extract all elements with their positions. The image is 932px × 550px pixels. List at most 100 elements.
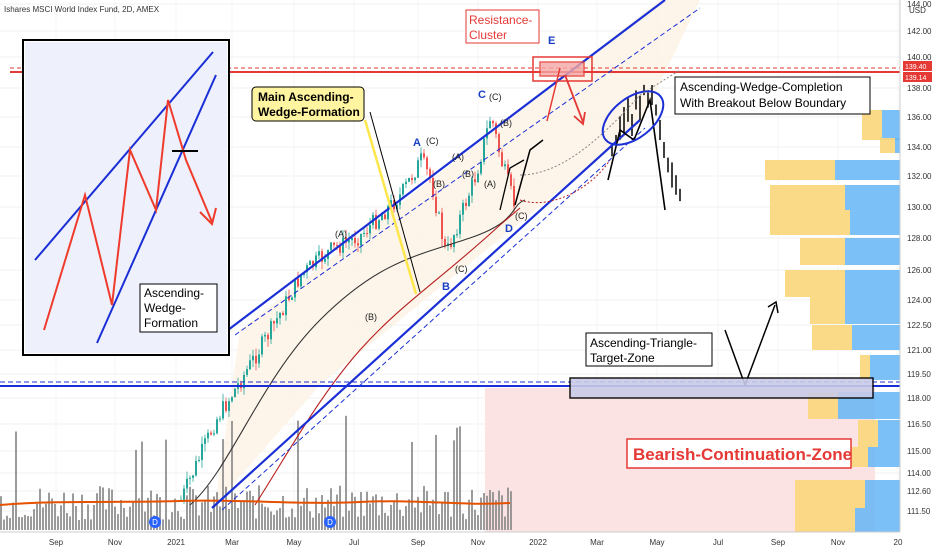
wave-label: C xyxy=(478,89,486,101)
candle-body xyxy=(270,321,272,339)
candle-body xyxy=(261,336,263,354)
volume-profile-up xyxy=(860,355,870,380)
volume-bar xyxy=(477,515,479,530)
target-zone-line-1: Ascending-Triangle- xyxy=(590,336,697,350)
candle-body xyxy=(201,444,203,460)
volume-bar xyxy=(438,514,440,530)
volume-bar xyxy=(81,495,83,530)
x-tick-label: Jul xyxy=(713,538,723,547)
candle-body xyxy=(471,179,473,195)
candle-body xyxy=(267,335,269,339)
wave-label: (C) xyxy=(455,264,468,274)
volume-bar xyxy=(378,515,380,530)
candle-body xyxy=(324,259,326,262)
volume-profile-up xyxy=(880,138,895,153)
volume-bar xyxy=(453,440,455,530)
y-tick-label: 114.00 xyxy=(907,469,931,478)
volume-profile-up xyxy=(812,325,852,350)
volume-bar xyxy=(363,516,365,530)
wave-label: (C) xyxy=(489,92,502,102)
volume-bar xyxy=(408,499,410,530)
time-axis[interactable]: Sep Nov 2021 Mar May Jul Sep Nov 2022 Mar May Jul Se… xyxy=(49,538,903,547)
volume-bar xyxy=(420,512,422,530)
volume-bar xyxy=(90,519,92,530)
candle-body xyxy=(384,214,386,219)
volume-bar xyxy=(264,507,266,530)
volume-bar xyxy=(435,435,437,530)
volume-bar xyxy=(147,498,149,530)
volume-bar xyxy=(237,508,239,530)
candle-body xyxy=(474,179,476,182)
main-wedge-line-2: Wedge-Formation xyxy=(258,105,360,119)
dividend-marker-1[interactable]: D xyxy=(149,516,161,528)
volume-bar xyxy=(30,516,32,530)
wave-label: (B) xyxy=(500,118,512,128)
candle-body xyxy=(186,479,188,489)
y-tick-label: 132.00 xyxy=(907,172,932,181)
volume-bar xyxy=(261,504,263,530)
volume-bar xyxy=(387,516,389,530)
volume-bar xyxy=(177,511,179,530)
currency-label: USD xyxy=(909,6,926,15)
candle-body xyxy=(504,164,506,166)
candle-body xyxy=(351,238,353,240)
wave-label: (B) xyxy=(462,169,474,179)
candle-body xyxy=(279,313,281,318)
volume-bar xyxy=(366,492,368,530)
wave-label: (A) xyxy=(484,179,496,189)
candle-body xyxy=(501,152,503,166)
svg-text:D: D xyxy=(152,518,158,527)
candle-body xyxy=(219,419,221,420)
dividend-marker-2[interactable]: D xyxy=(324,516,336,528)
candle-body xyxy=(222,401,224,418)
volume-bar xyxy=(144,512,146,530)
volume-bar xyxy=(72,494,74,530)
volume-bar xyxy=(78,520,80,530)
x-tick-label: Sep xyxy=(411,538,426,547)
volume-bar xyxy=(60,505,62,530)
volume-profile-up xyxy=(810,297,845,324)
volume-bar xyxy=(12,503,14,530)
candle-body xyxy=(249,360,251,369)
wave-label: (A) xyxy=(452,152,464,162)
y-tick-label: 124.00 xyxy=(907,296,932,305)
annotation-target-zone: Ascending-Triangle- Target-Zone xyxy=(586,333,712,366)
volume-bar xyxy=(291,509,293,530)
volume-bar xyxy=(450,517,452,530)
main-wedge-line-1: Main Ascending- xyxy=(258,90,354,104)
volume-bar xyxy=(390,505,392,530)
volume-bar xyxy=(54,504,56,530)
volume-bar xyxy=(132,502,134,530)
candle-body xyxy=(291,297,293,299)
price-axis-panel xyxy=(900,0,932,550)
candle-body xyxy=(477,174,479,183)
volume-bar xyxy=(189,487,191,530)
volume-bar xyxy=(309,511,311,530)
volume-bar xyxy=(495,500,497,530)
volume-bar xyxy=(456,428,458,530)
candle-body xyxy=(468,196,470,206)
volume-bar xyxy=(411,442,413,530)
volume-bar xyxy=(99,486,101,530)
volume-bar xyxy=(270,512,272,530)
volume-bar xyxy=(192,489,194,530)
volume-bar xyxy=(102,487,104,530)
candle-body xyxy=(459,215,461,234)
volume-bar xyxy=(198,515,200,530)
volume-bar xyxy=(279,508,281,530)
chart-title: Ishares MSCI World Index Fund, 2D, AMEX xyxy=(4,5,160,14)
volume-bar xyxy=(36,504,38,530)
volume-bar xyxy=(336,495,338,530)
candle-body xyxy=(315,255,317,267)
volume-bar xyxy=(111,490,113,530)
volume-bar xyxy=(321,495,323,530)
volume-bar xyxy=(507,488,509,530)
volume-bar xyxy=(429,505,431,530)
x-tick-label: Nov xyxy=(108,538,122,547)
volume-bar xyxy=(258,485,260,530)
candle-body xyxy=(210,433,212,435)
volume-bar xyxy=(360,492,362,530)
volume-bar xyxy=(3,520,5,530)
candle-body xyxy=(198,460,200,461)
